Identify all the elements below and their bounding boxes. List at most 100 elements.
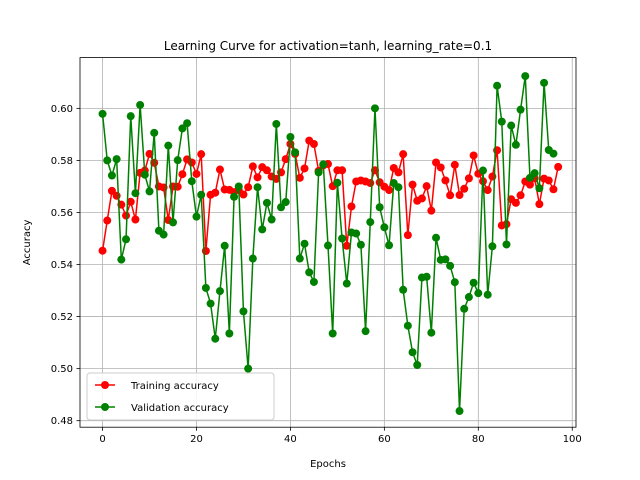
validation-accuracy-point — [450, 278, 459, 287]
validation-accuracy-point — [122, 235, 131, 244]
training-accuracy-point — [347, 202, 356, 211]
x-tick-label: 40 — [284, 434, 297, 445]
training-accuracy-point — [342, 241, 351, 250]
training-accuracy-point — [408, 180, 417, 189]
validation-accuracy-point — [328, 329, 337, 338]
training-accuracy-point — [253, 173, 262, 182]
validation-accuracy-point — [150, 128, 159, 137]
validation-accuracy-point — [239, 307, 248, 316]
validation-accuracy-point — [267, 215, 276, 224]
training-accuracy-point — [239, 190, 248, 199]
validation-accuracy-point — [178, 124, 187, 133]
y-tick-label: 0.58 — [51, 156, 73, 167]
validation-accuracy-point — [253, 183, 262, 192]
validation-accuracy-point — [277, 203, 286, 212]
validation-accuracy-point — [375, 203, 384, 212]
validation-accuracy-point — [521, 72, 530, 81]
y-axis-title: Accuracy — [22, 219, 33, 265]
training-accuracy-point — [187, 158, 196, 167]
training-accuracy-point — [516, 191, 525, 200]
plot-frame — [79, 57, 577, 428]
validation-accuracy-point — [145, 187, 154, 196]
validation-accuracy-point — [201, 283, 210, 292]
validation-accuracy-point — [333, 178, 342, 187]
training-accuracy-point — [178, 170, 187, 179]
training-accuracy-point — [511, 198, 520, 207]
training-accuracy-point — [549, 185, 558, 194]
validation-accuracy-point — [361, 327, 370, 336]
y-tick-label: 0.56 — [51, 208, 73, 219]
series-layer — [98, 72, 563, 416]
training-accuracy-point — [122, 211, 131, 220]
y-tick-label: 0.60 — [51, 104, 73, 115]
validation-accuracy-point — [455, 407, 464, 416]
training-accuracy-point — [441, 176, 450, 185]
validation-accuracy-point — [248, 254, 257, 263]
training-accuracy-point — [300, 164, 309, 173]
training-accuracy-point — [295, 173, 304, 182]
validation-accuracy-point — [530, 169, 539, 178]
validation-accuracy-point — [479, 166, 487, 175]
validation-accuracy-point — [342, 279, 351, 288]
validation-accuracy-point — [441, 255, 450, 264]
training-accuracy-point — [554, 162, 563, 171]
y-tick-label: 0.54 — [51, 260, 73, 271]
training-accuracy-point — [464, 174, 473, 183]
validation-accuracy-point — [464, 293, 473, 302]
training-accuracy-point — [417, 194, 426, 203]
validation-accuracy-point — [234, 182, 243, 191]
training-accuracy-point — [197, 150, 206, 159]
validation-accuracy-point — [497, 117, 506, 126]
validation-accuracy-point — [244, 364, 253, 373]
chart-title: Learning Curve for activation=tanh, lear… — [164, 39, 492, 53]
validation-accuracy-point — [394, 183, 403, 192]
training-accuracy-point — [535, 200, 544, 209]
legend-marker-validation — [101, 403, 109, 411]
validation-accuracy-point — [291, 148, 300, 157]
validation-accuracy-point — [169, 218, 177, 227]
validation-accuracy-point — [356, 240, 365, 249]
legend-label-training: Training accuracy — [130, 381, 219, 392]
validation-accuracy-point — [422, 272, 431, 281]
training-accuracy-point — [483, 186, 492, 195]
training-accuracy-point — [215, 165, 224, 174]
validation-accuracy-point — [220, 241, 229, 250]
validation-accuracy-point — [502, 240, 511, 249]
training-accuracy-point — [244, 183, 253, 192]
training-accuracy-point — [201, 246, 210, 255]
training-accuracy-point — [145, 149, 154, 158]
validation-accuracy-point — [432, 233, 441, 242]
training-accuracy-point — [131, 215, 140, 224]
validation-accuracy-point — [319, 160, 328, 169]
legend-label-validation: Validation accuracy — [131, 403, 229, 414]
training-accuracy-point — [309, 140, 318, 149]
training-accuracy-point — [455, 191, 464, 200]
legend-marker-training — [101, 381, 109, 389]
training-accuracy-point — [192, 169, 201, 178]
validation-accuracy-point — [192, 212, 201, 221]
validation-accuracy-point — [262, 198, 271, 207]
training-accuracy-point — [450, 160, 459, 169]
x-tick-label: 100 — [563, 434, 582, 445]
validation-accuracy-point — [535, 184, 544, 193]
validation-accuracy-point — [427, 328, 436, 337]
validation-accuracy-point — [338, 234, 347, 243]
validation-accuracy-point — [370, 104, 379, 113]
legend-box — [86, 372, 275, 421]
validation-accuracy-point — [385, 241, 394, 250]
training-accuracy-point — [446, 191, 455, 200]
x-tick-label: 0 — [99, 434, 105, 445]
training-accuracy-point — [385, 186, 394, 195]
validation-accuracy-point — [258, 225, 267, 234]
validation-accuracy-point — [140, 170, 149, 179]
training-accuracy-point — [103, 216, 112, 225]
validation-accuracy-point — [324, 241, 332, 250]
validation-accuracy-point — [164, 141, 173, 150]
training-accuracy-point — [112, 191, 121, 200]
y-tick-label: 0.50 — [51, 364, 73, 375]
validation-accuracy-point — [309, 277, 318, 286]
validation-accuracy-point — [366, 218, 375, 227]
validation-accuracy-point — [183, 119, 192, 128]
validation-accuracy-point — [131, 189, 140, 198]
